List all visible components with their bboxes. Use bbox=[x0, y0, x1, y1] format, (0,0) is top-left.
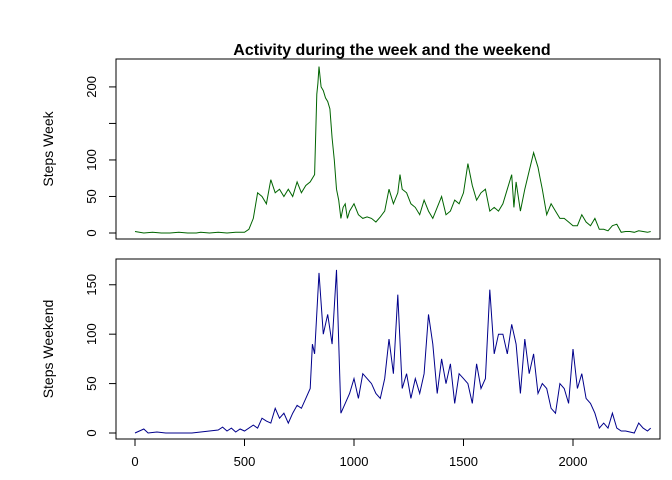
y-tick-label-week: 50 bbox=[84, 189, 99, 203]
panel-weekend: Steps Weekend 0 50 100 150 0 500 1000 1500 2000 bbox=[40, 258, 661, 469]
x-tick-label-weekend: 1000 bbox=[340, 454, 369, 469]
x-tick-label-weekend: 500 bbox=[234, 454, 256, 469]
y-tick-label-week: 0 bbox=[84, 229, 99, 236]
y-tick-label-week: 200 bbox=[84, 76, 99, 98]
y-axis-label-weekend: Steps Weekend bbox=[40, 300, 56, 399]
x-tick-label-weekend: 1500 bbox=[449, 454, 478, 469]
series-line-weekend bbox=[134, 269, 652, 434]
y-axis-label-week: Steps Week bbox=[40, 110, 56, 186]
x-tick-label-weekend: 2000 bbox=[559, 454, 588, 469]
y-tick-label-weekend: 150 bbox=[84, 274, 99, 296]
series-line-week bbox=[134, 66, 651, 234]
y-tick-label-weekend: 50 bbox=[84, 376, 99, 390]
chart-title: Activity during the week and the weekend bbox=[233, 42, 550, 59]
y-axis-weekend: 0 50 100 150 bbox=[84, 274, 117, 437]
plot-frame-week bbox=[115, 58, 661, 240]
y-tick-label-week: 100 bbox=[84, 149, 99, 171]
y-axis-week: 0 50 100 200 bbox=[84, 76, 117, 237]
x-tick-label-weekend: 0 bbox=[131, 454, 138, 469]
x-axis-weekend: 0 500 1000 1500 2000 bbox=[131, 438, 588, 469]
y-tick-label-weekend: 100 bbox=[84, 323, 99, 345]
panel-week: Steps Week 0 50 100 200 bbox=[40, 58, 661, 240]
y-tick-label-weekend: 0 bbox=[84, 429, 99, 436]
